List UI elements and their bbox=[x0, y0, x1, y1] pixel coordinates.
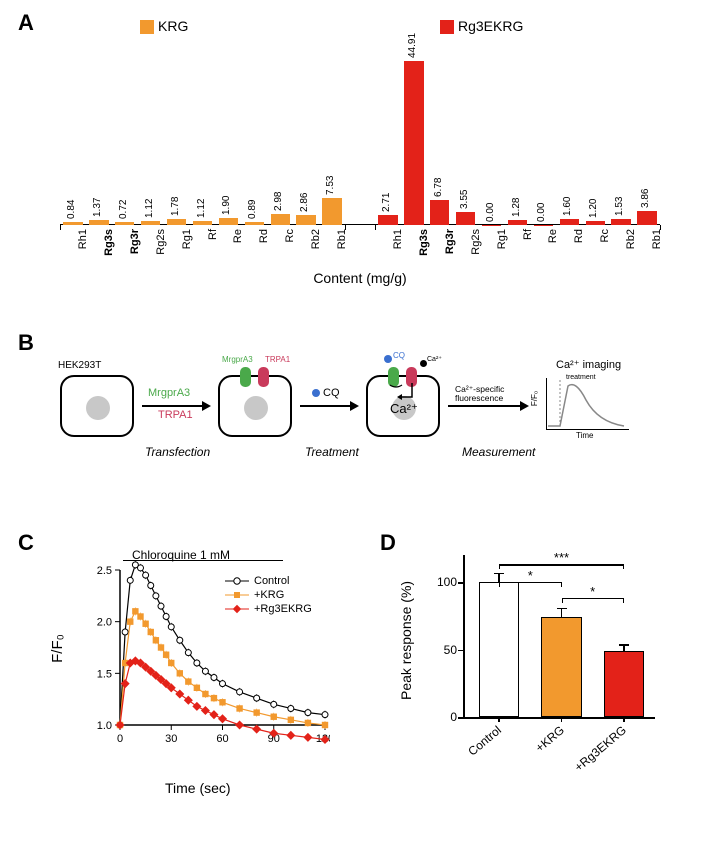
ca-small-label: Ca²⁺ bbox=[427, 355, 442, 363]
panel-b-diagram: HEK293T MrgprA3 TRPA1 Transfection Mrgpr… bbox=[50, 345, 670, 485]
legend-krg: KRG bbox=[140, 18, 188, 34]
panel-c-label: C bbox=[18, 530, 34, 556]
cq-bound-icon bbox=[384, 355, 392, 363]
mrgpr-protein-icon bbox=[240, 367, 251, 387]
svg-text:2.5: 2.5 bbox=[97, 565, 112, 577]
svg-text:2.0: 2.0 bbox=[97, 617, 112, 629]
cq-dot-icon bbox=[312, 389, 320, 397]
panel-c-legend: Control+KRG+Rg3EKRG bbox=[225, 575, 312, 617]
svg-text:0: 0 bbox=[117, 733, 123, 745]
panel-d-chart: 050100Control+KRG+Rg3EKRG***** bbox=[445, 545, 660, 745]
step3-label: Measurement bbox=[462, 445, 535, 459]
cell-type-label: HEK293T bbox=[58, 360, 101, 371]
panel-d-ylabel: Peak response (%) bbox=[398, 581, 414, 700]
receptor2-label: TRPA1 bbox=[265, 355, 290, 364]
panel-a-chart: 0.84Rh11.37Rg3s0.72Rg3r1.12Rg2s1.78Rg11.… bbox=[60, 50, 660, 225]
imaging-mini-chart: Ca²⁺ imaging F/F₀ Time treatment bbox=[536, 370, 631, 440]
panel-b-label: B bbox=[18, 330, 34, 356]
panel-c-ylabel: F/F₀ bbox=[49, 634, 66, 663]
panel-d-label: D bbox=[380, 530, 396, 556]
cq-text: CQ bbox=[323, 387, 340, 399]
panel-c-xlabel: Time (sec) bbox=[165, 780, 231, 796]
svg-text:60: 60 bbox=[216, 733, 228, 745]
fluorescence-text: Ca²⁺-specificfluorescence bbox=[455, 385, 504, 404]
panel-a-label: A bbox=[18, 10, 34, 36]
pathway-arrow-icon bbox=[384, 381, 424, 405]
legend-rg3: Rg3EKRG bbox=[440, 18, 523, 34]
svg-text:30: 30 bbox=[165, 733, 177, 745]
step2-label: Treatment bbox=[305, 445, 359, 459]
step1-label: Transfection bbox=[145, 445, 210, 459]
cq-bound-label: CQ bbox=[393, 351, 405, 360]
receptor1-label: MrgprA3 bbox=[222, 355, 253, 364]
panel-a-xlabel: Content (mg/g) bbox=[60, 270, 660, 286]
svg-text:1.5: 1.5 bbox=[97, 668, 112, 680]
transfection-gene1: MrgprA3 bbox=[148, 387, 190, 399]
svg-text:1.0: 1.0 bbox=[97, 720, 112, 732]
calcium-dot-icon bbox=[420, 360, 427, 367]
transfection-gene2: TRPA1 bbox=[158, 409, 193, 421]
trpa1-protein-icon bbox=[258, 367, 269, 387]
